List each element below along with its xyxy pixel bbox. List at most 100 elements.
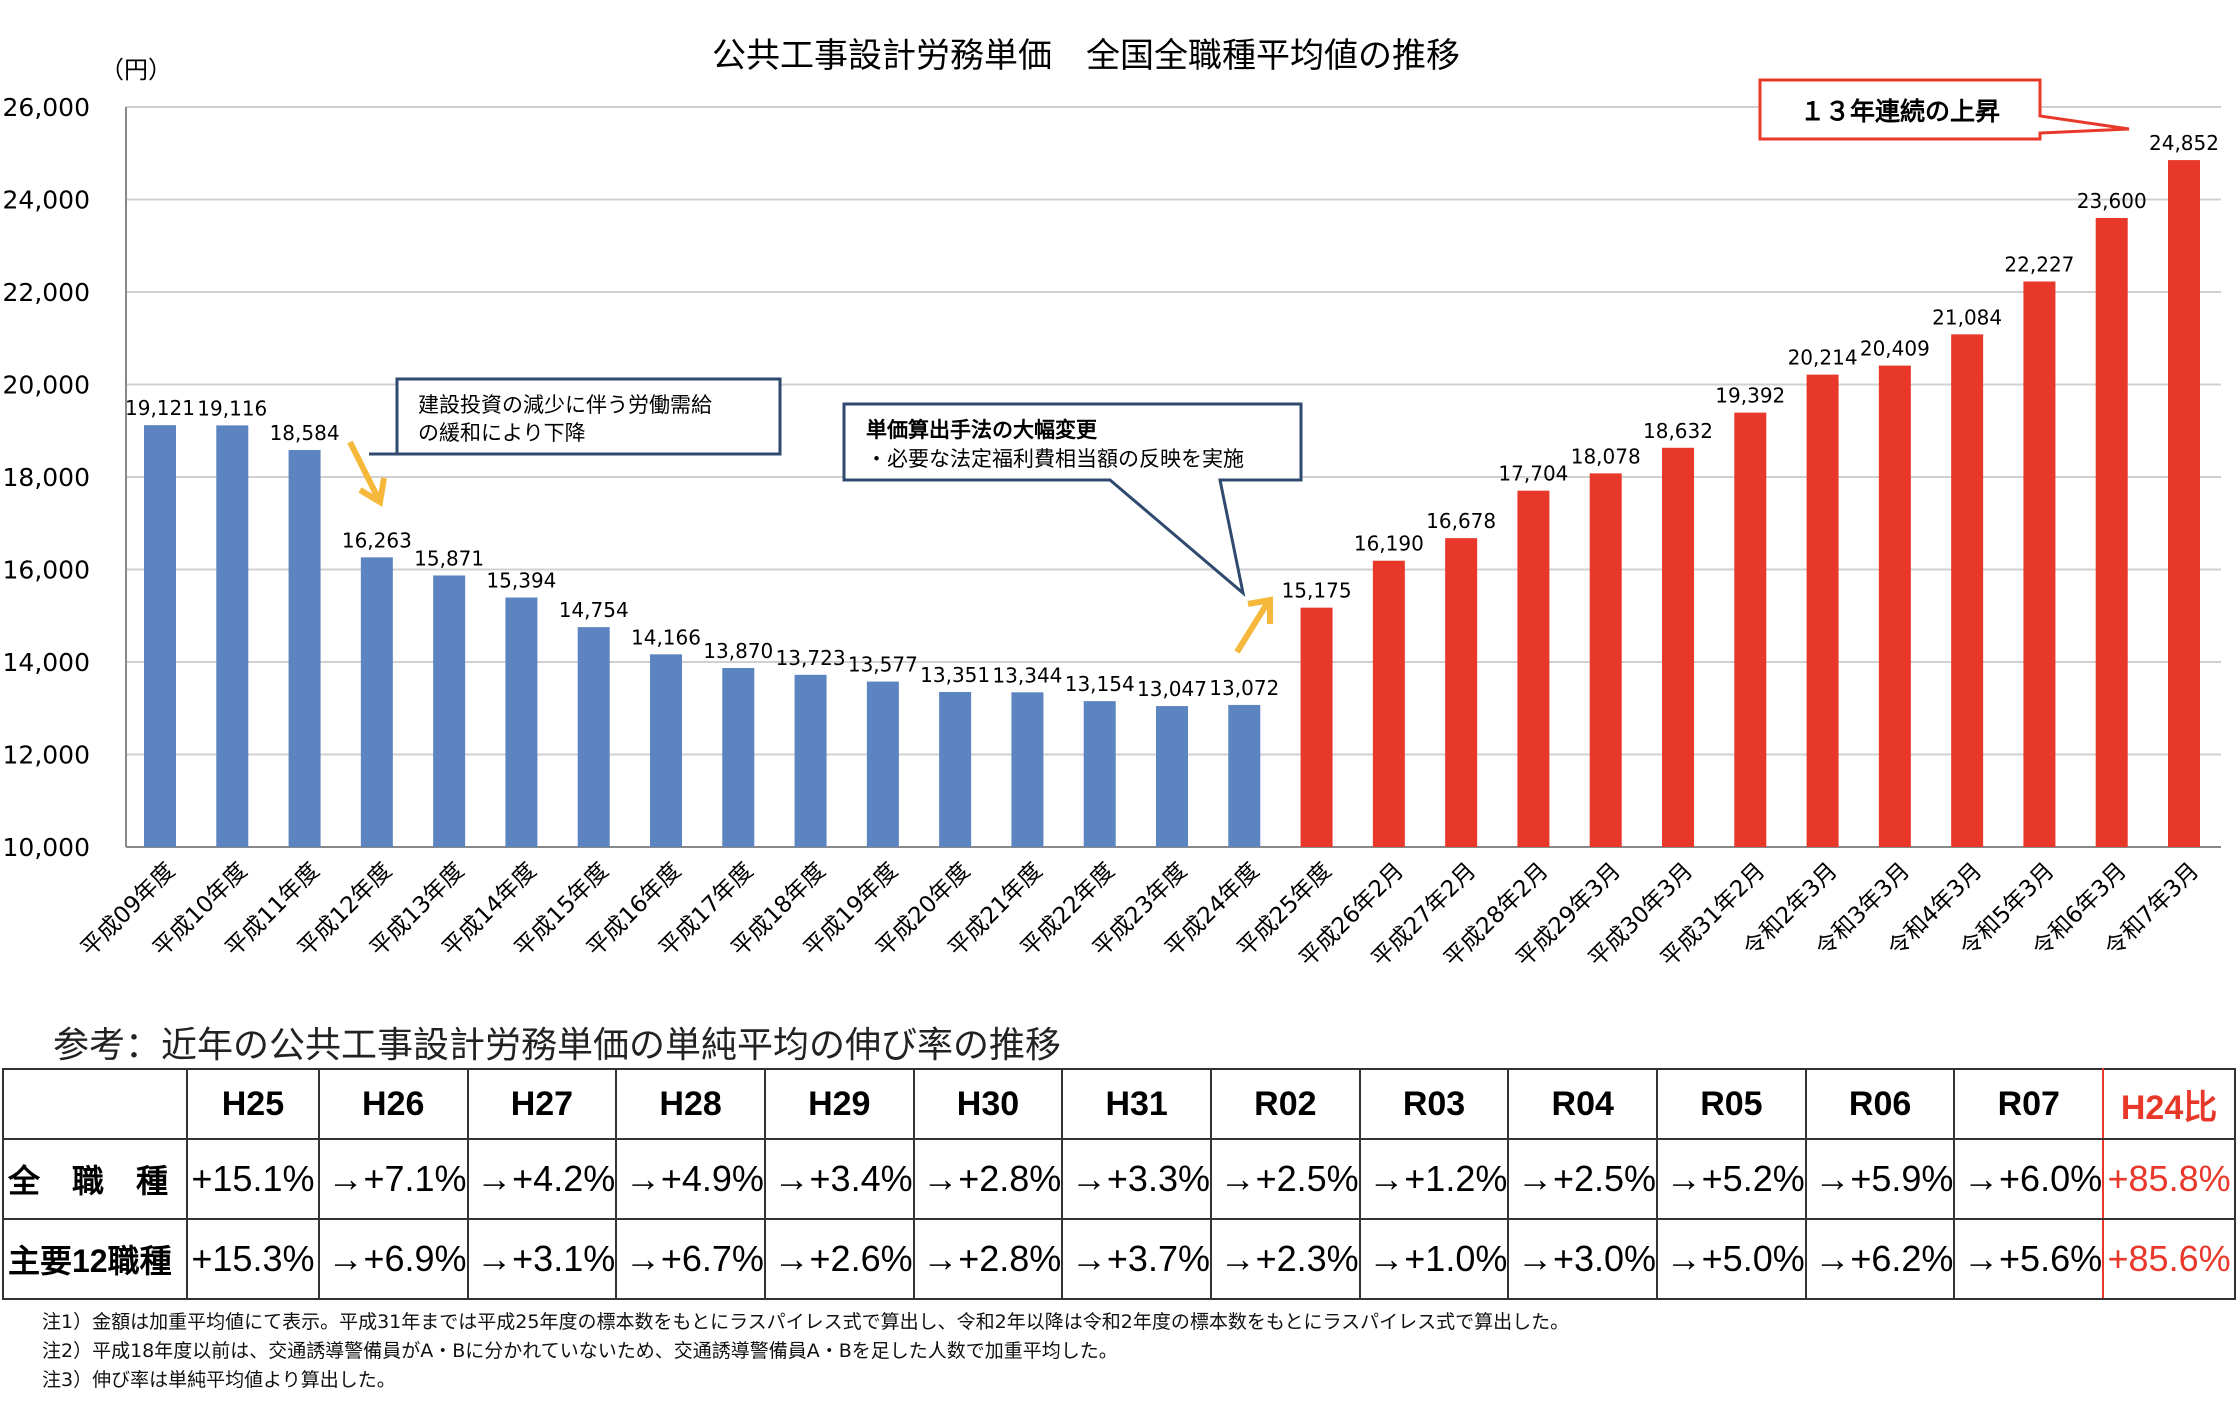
table-cell: →+1.2%	[1358, 1138, 1510, 1220]
growth-rate-table: H25 H26 H27 H28 H29 H30 H31 R02 R03 R04 R05 R06 R07 H…	[2, 1068, 2236, 1300]
y-tick-label: 22,000	[3, 278, 90, 307]
table-cell: →+3.1%	[466, 1218, 618, 1300]
data-label: 19,121	[125, 396, 195, 420]
table-cell: →+4.9%	[615, 1138, 766, 1220]
bar	[288, 449, 321, 847]
table-cell: →+6.0%	[1953, 1138, 2105, 1220]
chart-title: 公共工事設計労務単価 全国全職種平均値の推移	[712, 36, 1460, 76]
bar	[2023, 281, 2056, 848]
bar	[1083, 701, 1116, 847]
bar	[2095, 218, 2128, 847]
column-header: R05	[1656, 1068, 1807, 1140]
column-header: H30	[912, 1068, 1064, 1140]
data-label: 23,600	[2077, 189, 2147, 213]
svg-text:の緩和により下降: の緩和により下降	[418, 421, 586, 445]
down-arrow-icon	[347, 440, 387, 507]
svg-text:単価算出手法の大幅変更: 単価算出手法の大幅変更	[866, 418, 1098, 442]
table-cell: →+2.8%	[912, 1138, 1064, 1220]
bar	[360, 557, 393, 847]
bar	[1300, 607, 1333, 847]
table-cell: →+2.5%	[1507, 1138, 1659, 1220]
column-header: R04	[1507, 1068, 1659, 1140]
callout-method: 単価算出手法の大幅変更 ・必要な法定福利費相当額の反映を実施	[842, 402, 1303, 597]
data-label: 19,392	[1715, 384, 1785, 408]
table-cell: →+5.0%	[1656, 1218, 1807, 1300]
svg-text:・必要な法定福利費相当額の反映を実施: ・必要な法定福利費相当額の反映を実施	[866, 447, 1244, 471]
bar	[2168, 160, 2200, 848]
data-label: 20,409	[1860, 337, 1930, 361]
bar	[1589, 473, 1622, 847]
y-tick-label: 26,000	[3, 93, 90, 122]
data-label: 18,584	[270, 421, 340, 445]
bar	[650, 654, 682, 847]
table-cell: →+2.3%	[1209, 1218, 1361, 1300]
column-header: H28	[615, 1068, 766, 1140]
callout-decline: 建設投資の減少に伴う労働需給 の緩和により下降	[369, 377, 782, 456]
column-header: R07	[1953, 1068, 2105, 1140]
table-cell: →+4.2%	[466, 1138, 618, 1220]
data-label: 14,754	[559, 598, 629, 622]
data-label: 13,344	[992, 663, 1062, 687]
svg-text:建設投資の減少に伴う労働需給: 建設投資の減少に伴う労働需給	[418, 393, 712, 417]
data-label: 13,577	[848, 653, 918, 677]
bar	[1878, 365, 1911, 847]
svg-text:１３年連続の上昇: １３年連続の上昇	[1800, 97, 2000, 126]
y-tick-label: 20,000	[3, 371, 90, 400]
table-cell: →+3.0%	[1507, 1218, 1659, 1300]
y-tick-label: 16,000	[3, 556, 90, 585]
data-label: 13,723	[776, 646, 846, 670]
column-header: R06	[1804, 1068, 1956, 1140]
y-axis-unit: （円）	[100, 56, 172, 84]
bar	[216, 425, 249, 847]
y-tick-label: 14,000	[3, 648, 90, 677]
data-label: 17,704	[1498, 462, 1568, 486]
note-2: 注2）平成18年度以前は、交通誘導警備員がA・Bに分かれていないため、交通誘導警…	[42, 1340, 1118, 1362]
column-header: H26	[317, 1068, 469, 1140]
bar	[505, 597, 538, 847]
column-header: H24比	[2102, 1068, 2236, 1140]
callout-rise: １３年連続の上昇	[1758, 78, 2130, 141]
column-header: H27	[466, 1068, 618, 1140]
table-cell: →+5.2%	[1656, 1138, 1807, 1220]
bar	[866, 681, 899, 847]
bar	[1372, 560, 1405, 847]
table-cell: →+2.6%	[763, 1218, 915, 1300]
bar	[144, 425, 176, 847]
data-label: 20,214	[1788, 346, 1858, 370]
reference-heading: 参考：近年の公共工事設計労務単価の単純平均の伸び率の推移	[53, 1025, 1062, 1066]
bar	[1951, 334, 1984, 847]
data-label: 16,190	[1354, 532, 1424, 556]
data-label: 15,175	[1282, 579, 1352, 603]
y-tick-label: 10,000	[3, 833, 90, 862]
table-cell: →+3.7%	[1061, 1218, 1212, 1300]
bar	[1011, 692, 1044, 847]
table-cell: +15.3%	[186, 1218, 320, 1300]
column-header: H31	[1061, 1068, 1212, 1140]
bar	[794, 674, 827, 847]
bar	[1806, 374, 1839, 847]
column-header: R03	[1358, 1068, 1510, 1140]
table-cell: →+3.4%	[763, 1138, 915, 1220]
data-label: 22,227	[2004, 253, 2074, 277]
table-cell: →+2.8%	[912, 1218, 1064, 1300]
row-label: 主要12職種	[2, 1218, 188, 1300]
data-label: 24,852	[2149, 131, 2219, 155]
table-cell: →+2.5%	[1209, 1138, 1361, 1220]
row-label: 全 職 種	[2, 1138, 188, 1220]
bar	[1662, 447, 1694, 847]
data-label: 13,154	[1065, 672, 1135, 696]
bar-chart: 公共工事設計労務単価 全国全職種平均値の推移 （円） 10,000 12,000 1…	[3, 36, 2221, 972]
note-3: 注3）伸び率は単純平均値より算出した。	[42, 1369, 396, 1391]
data-label: 14,166	[631, 625, 701, 649]
data-label: 18,632	[1643, 419, 1713, 443]
table-cell: →+7.1%	[317, 1138, 469, 1220]
data-label: 13,870	[703, 639, 773, 663]
table-cell: →+6.7%	[615, 1218, 766, 1300]
data-label: 15,871	[414, 546, 484, 570]
table-cell: →+3.3%	[1061, 1138, 1212, 1220]
bar	[433, 575, 466, 847]
data-label: 21,084	[1932, 305, 2002, 329]
bar	[1228, 704, 1261, 847]
data-label: 16,678	[1426, 509, 1496, 533]
up-arrow-icon	[1234, 596, 1273, 654]
